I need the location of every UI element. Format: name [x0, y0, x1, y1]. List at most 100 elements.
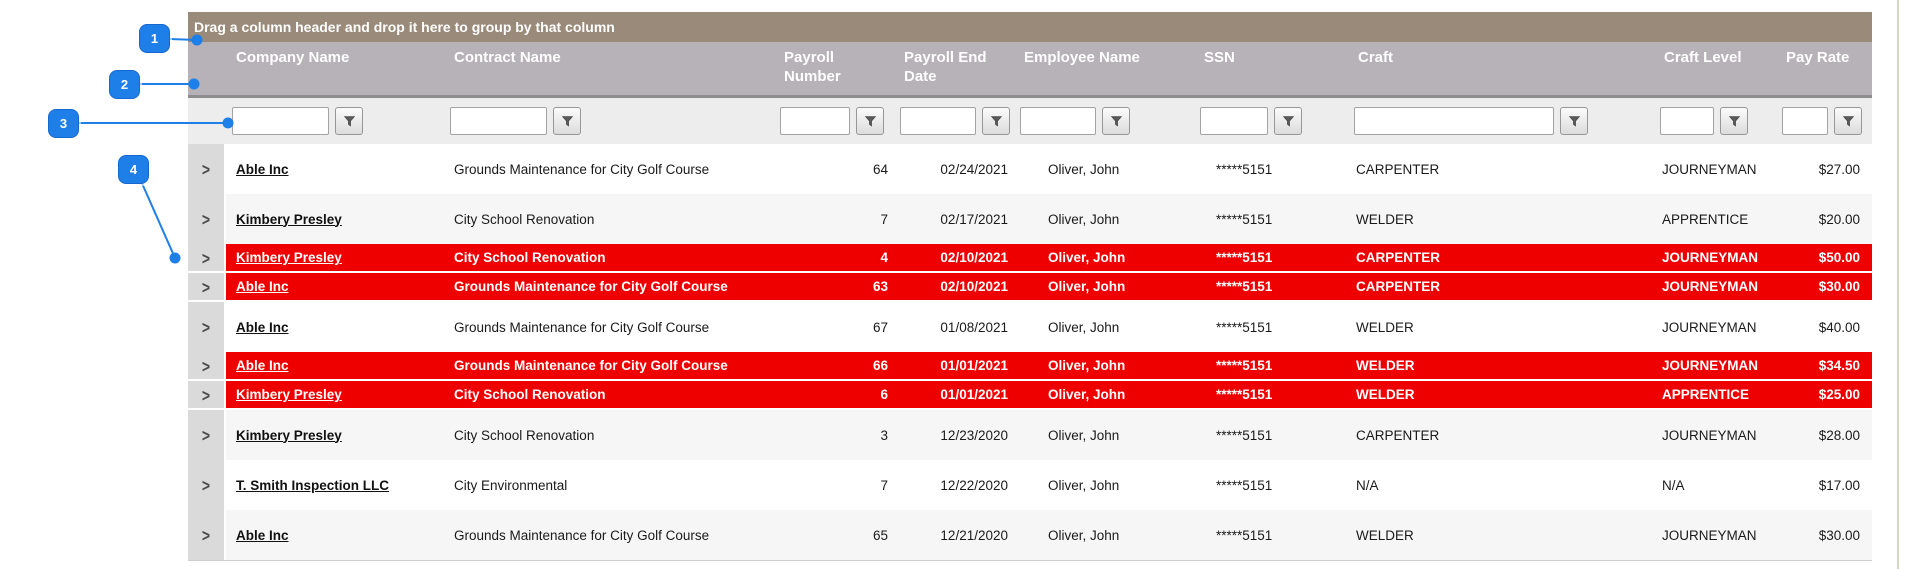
- cell-craft-level: JOURNEYMAN: [1662, 358, 1759, 373]
- cell-pay-rate: $20.00: [1818, 211, 1860, 227]
- cell-craft-level: JOURNEYMAN: [1662, 427, 1757, 443]
- cell-contract-name: Grounds Maintenance for City Golf Course: [454, 319, 710, 335]
- column-header-row: Company Name Contract Name Payroll Number P…: [188, 42, 1872, 98]
- filter-button-craft-level[interactable]: [1720, 107, 1748, 135]
- column-header-contract-name[interactable]: Contract Name: [454, 49, 561, 66]
- chevron-right-icon: >: [201, 425, 211, 445]
- filter-input-pay-rate[interactable]: [1782, 107, 1828, 135]
- company-link[interactable]: Kimbery Presley: [236, 387, 342, 402]
- company-link[interactable]: Kimbery Presley: [236, 250, 342, 265]
- filter-button-payroll-number[interactable]: [856, 107, 884, 135]
- company-link[interactable]: Able Inc: [236, 358, 289, 373]
- cell-employee-name: Oliver, John: [1048, 427, 1120, 443]
- cell-employee-name: Oliver, John: [1048, 211, 1120, 227]
- row-expander[interactable]: >: [188, 410, 226, 460]
- column-header-payroll-number[interactable]: Payroll Number: [784, 49, 841, 85]
- cell-payroll-number: 3: [880, 427, 888, 443]
- cell-contract-name: Grounds Maintenance for City Golf Course: [454, 279, 728, 294]
- row-expander[interactable]: >: [188, 194, 226, 244]
- filter-input-craft-level[interactable]: [1660, 107, 1714, 135]
- column-header-craft-level[interactable]: Craft Level: [1664, 49, 1742, 66]
- table-row: > Able Inc Grounds Maintenance for City Go…: [188, 302, 1872, 352]
- company-link[interactable]: Able Inc: [236, 527, 289, 543]
- cell-pay-rate: $30.00: [1818, 279, 1860, 294]
- company-link[interactable]: Able Inc: [236, 279, 289, 294]
- company-link[interactable]: Kimbery Presley: [236, 211, 342, 227]
- column-header-pay-rate[interactable]: Pay Rate: [1786, 49, 1850, 66]
- cell-pay-rate: $50.00: [1818, 250, 1860, 265]
- filter-input-employee-name[interactable]: [1020, 107, 1096, 135]
- cell-employee-name: Oliver, John: [1048, 477, 1120, 493]
- cell-contract-name: City School Renovation: [454, 427, 595, 443]
- filter-input-ssn[interactable]: [1200, 107, 1268, 135]
- cell-craft: CARPENTER: [1356, 161, 1440, 177]
- company-link[interactable]: T. Smith Inspection LLC: [236, 477, 390, 493]
- row-expander[interactable]: >: [188, 244, 226, 271]
- row-expander[interactable]: >: [188, 510, 226, 560]
- table-row: > Kimbery Presley City School Renovation 3 1…: [188, 410, 1872, 460]
- cell-craft: WELDER: [1356, 319, 1414, 335]
- cell-payroll-end-date: 02/10/2021: [940, 279, 1008, 294]
- row-expander[interactable]: >: [188, 302, 226, 352]
- cell-pay-rate: $25.00: [1818, 387, 1860, 402]
- cell-craft-level: APPRENTICE: [1662, 387, 1750, 402]
- cell-pay-rate: $34.50: [1818, 358, 1860, 373]
- filter-button-company-name[interactable]: [335, 107, 363, 135]
- filter-input-contract-name[interactable]: [450, 107, 547, 135]
- column-header-company-name[interactable]: Company Name: [236, 49, 350, 66]
- cell-payroll-end-date: 12/23/2020: [940, 427, 1008, 443]
- filter-cell-payroll-number: [774, 107, 894, 135]
- cell-payroll-number: 63: [872, 279, 888, 294]
- filter-input-company-name[interactable]: [232, 107, 329, 135]
- cell-contract-name: City School Renovation: [454, 211, 595, 227]
- cell-payroll-end-date: 01/08/2021: [940, 319, 1008, 335]
- filter-input-craft[interactable]: [1354, 107, 1554, 135]
- chevron-right-icon: >: [201, 384, 211, 405]
- filter-button-craft[interactable]: [1560, 107, 1588, 135]
- cell-craft: CARPENTER: [1356, 427, 1440, 443]
- company-link[interactable]: Able Inc: [236, 161, 289, 177]
- filter-button-contract-name[interactable]: [553, 107, 581, 135]
- funnel-icon: [1110, 115, 1122, 127]
- filter-input-payroll-end-date[interactable]: [900, 107, 976, 135]
- funnel-icon: [1282, 115, 1294, 127]
- row-expander[interactable]: >: [188, 352, 226, 379]
- filter-button-payroll-end-date[interactable]: [982, 107, 1010, 135]
- cell-payroll-number: 64: [872, 161, 888, 177]
- group-by-bar-text: Drag a column header and drop it here to…: [194, 19, 615, 35]
- header-expander-spacer: [188, 42, 226, 95]
- callout-badge-4-label: 4: [129, 162, 138, 177]
- filter-button-ssn[interactable]: [1274, 107, 1302, 135]
- column-header-ssn[interactable]: SSN: [1204, 49, 1235, 66]
- group-by-bar[interactable]: Drag a column header and drop it here to…: [188, 12, 1872, 42]
- filter-button-employee-name[interactable]: [1102, 107, 1130, 135]
- row-expander[interactable]: >: [188, 381, 226, 408]
- cell-company-name: Able Inc: [226, 302, 444, 352]
- cell-craft: CARPENTER: [1356, 279, 1441, 294]
- column-header-craft[interactable]: Craft: [1358, 49, 1394, 66]
- filter-button-pay-rate[interactable]: [1834, 107, 1862, 135]
- cell-craft: WELDER: [1356, 358, 1415, 373]
- cell-employee-name: Oliver, John: [1048, 161, 1120, 177]
- chevron-right-icon: >: [201, 276, 211, 297]
- callout-badge-4: 4: [118, 155, 149, 184]
- funnel-icon: [990, 115, 1002, 127]
- company-link[interactable]: Able Inc: [236, 319, 289, 335]
- cell-company-name: Kimbery Presley: [226, 410, 444, 460]
- cell-ssn: *****5151: [1216, 279, 1273, 294]
- cell-payroll-end-date: 02/24/2021: [940, 161, 1008, 177]
- filter-input-payroll-number[interactable]: [780, 107, 850, 135]
- cell-craft: CARPENTER: [1356, 250, 1441, 265]
- cell-pay-rate: $28.00: [1818, 427, 1860, 443]
- cell-craft-level: JOURNEYMAN: [1662, 250, 1759, 265]
- filter-cell-pay-rate: [1776, 107, 1872, 135]
- filter-cell-craft: [1348, 107, 1654, 135]
- chevron-right-icon: >: [201, 209, 211, 229]
- column-header-payroll-end-date[interactable]: Payroll End Date: [904, 49, 987, 85]
- company-link[interactable]: Kimbery Presley: [236, 427, 342, 443]
- row-expander[interactable]: >: [188, 273, 226, 300]
- filter-cell-company-name: [226, 107, 444, 135]
- row-expander[interactable]: >: [188, 144, 226, 194]
- column-header-employee-name[interactable]: Employee Name: [1024, 49, 1140, 66]
- row-expander[interactable]: >: [188, 460, 226, 510]
